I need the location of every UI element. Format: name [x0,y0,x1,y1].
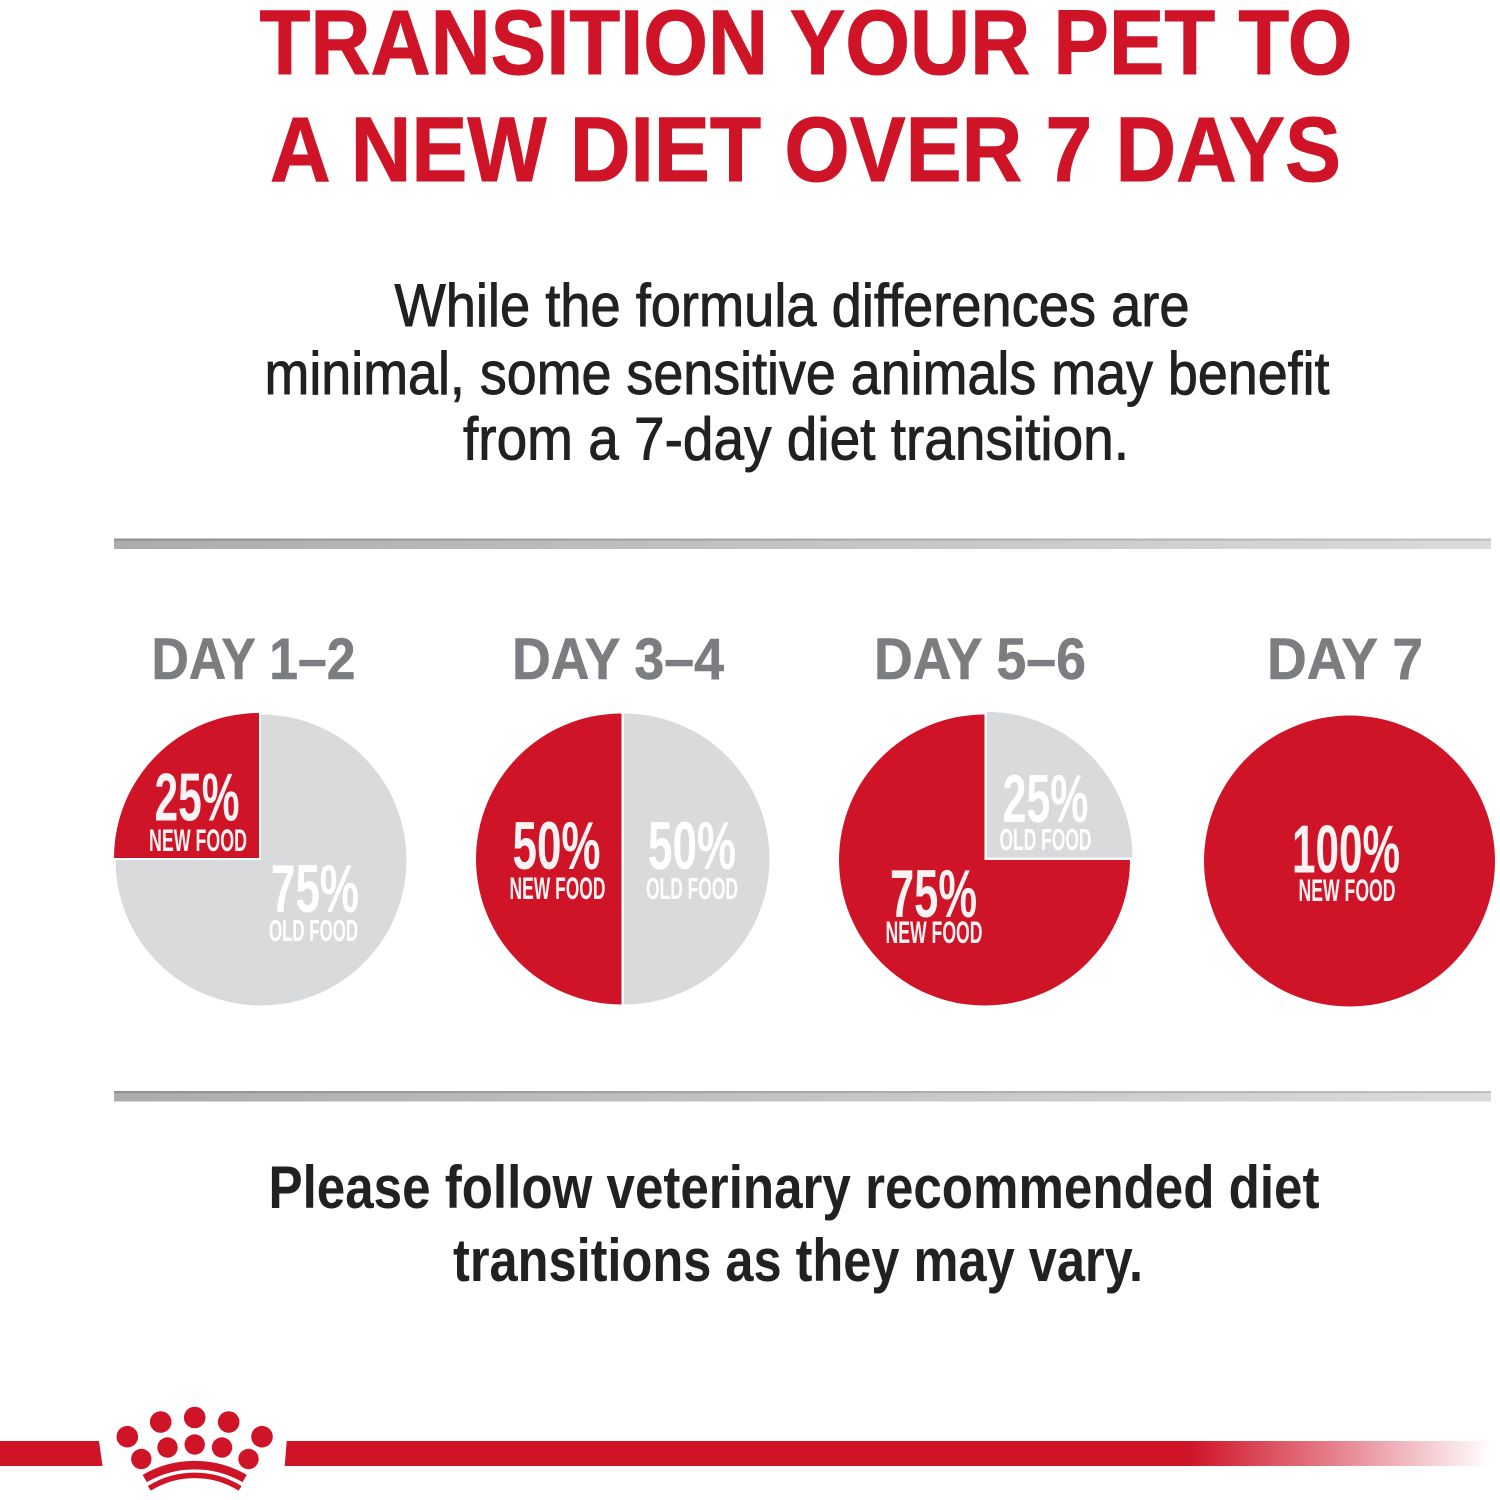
svg-text:75%: 75% [890,856,977,932]
svg-text:25%: 25% [155,760,240,836]
svg-text:75%: 75% [271,851,359,927]
svg-text:OLD FOOD: OLD FOOD [646,872,738,906]
svg-text:100%: 100% [1292,812,1400,888]
svg-text:While the formula differences: While the formula differences are [395,272,1190,339]
svg-text:DAY 3–4: DAY 3–4 [512,627,724,692]
svg-text:25%: 25% [1003,761,1089,837]
svg-text:50%: 50% [648,808,736,884]
svg-text:NEW FOOD: NEW FOOD [886,914,983,950]
svg-text:NEW FOOD: NEW FOOD [149,822,247,858]
svg-text:NEW FOOD: NEW FOOD [510,870,606,906]
svg-text:DAY 5–6: DAY 5–6 [874,627,1086,692]
svg-text:DAY 1–2: DAY 1–2 [152,627,356,692]
svg-text:minimal, some sensitive animal: minimal, some sensitive animals may bene… [265,340,1330,407]
svg-text:OLD FOOD: OLD FOOD [1000,823,1092,857]
svg-text:DAY 7: DAY 7 [1267,627,1423,692]
svg-text:TRANSITION YOUR PET TO: TRANSITION YOUR PET TO [260,0,1353,94]
svg-text:Please follow veterinary recom: Please follow veterinary recommended die… [269,1153,1320,1221]
svg-text:OLD FOOD: OLD FOOD [269,914,358,948]
svg-text:A NEW DIET OVER 7 DAYS: A NEW DIET OVER 7 DAYS [270,99,1341,201]
svg-text:NEW FOOD: NEW FOOD [1299,872,1396,908]
svg-text:from a 7-day diet transition.: from a 7-day diet transition. [463,406,1129,473]
svg-text:50%: 50% [513,808,601,884]
svg-text:transitions as they may vary.: transitions as they may vary. [453,1226,1143,1294]
